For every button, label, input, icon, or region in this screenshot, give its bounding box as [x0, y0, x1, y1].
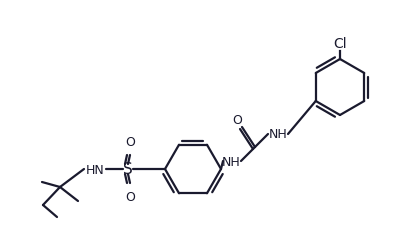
Text: O: O [232, 114, 242, 127]
Text: O: O [125, 136, 135, 148]
Text: HN: HN [85, 163, 104, 176]
Text: Cl: Cl [333, 37, 347, 51]
Text: S: S [123, 162, 133, 177]
Text: NH: NH [222, 155, 240, 168]
Text: O: O [125, 190, 135, 203]
Text: NH: NH [269, 128, 288, 141]
